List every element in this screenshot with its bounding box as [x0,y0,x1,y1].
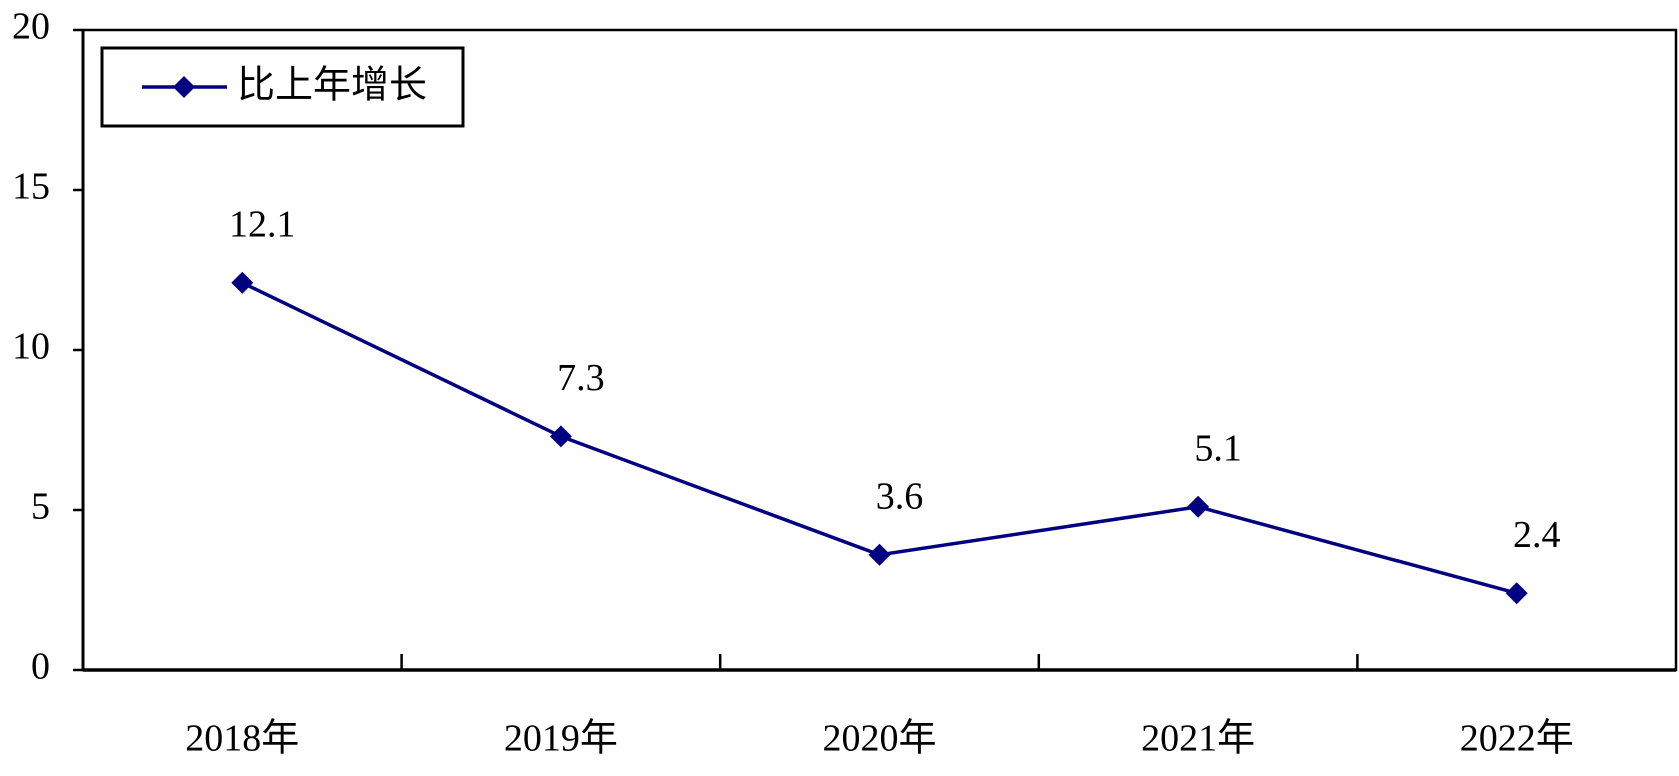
y-tick-label: 15 [12,166,50,208]
point-marker [1505,582,1528,605]
data-label: 12.1 [229,204,296,246]
data-label: 7.3 [557,357,605,399]
y-tick-label: 5 [31,486,50,528]
x-tick-label: 2019年 [504,718,618,760]
y-tick-label: 20 [12,6,50,48]
x-tick-label: 2022年 [1460,718,1574,760]
point-marker [868,543,891,566]
x-tick-label: 2018年 [185,718,299,760]
y-tick-label: 10 [12,326,50,368]
legend-marker [173,76,195,98]
x-tick-label: 2021年 [1141,718,1255,760]
data-label: 3.6 [876,476,924,518]
legend-label: 比上年增长 [237,65,427,107]
point-marker [1187,495,1210,518]
data-label: 2.4 [1513,514,1561,556]
point-marker [549,425,572,448]
x-tick-label: 2020年 [822,718,936,760]
data-label: 5.1 [1194,428,1242,470]
point-marker [231,271,254,294]
y-tick-label: 0 [31,646,50,688]
